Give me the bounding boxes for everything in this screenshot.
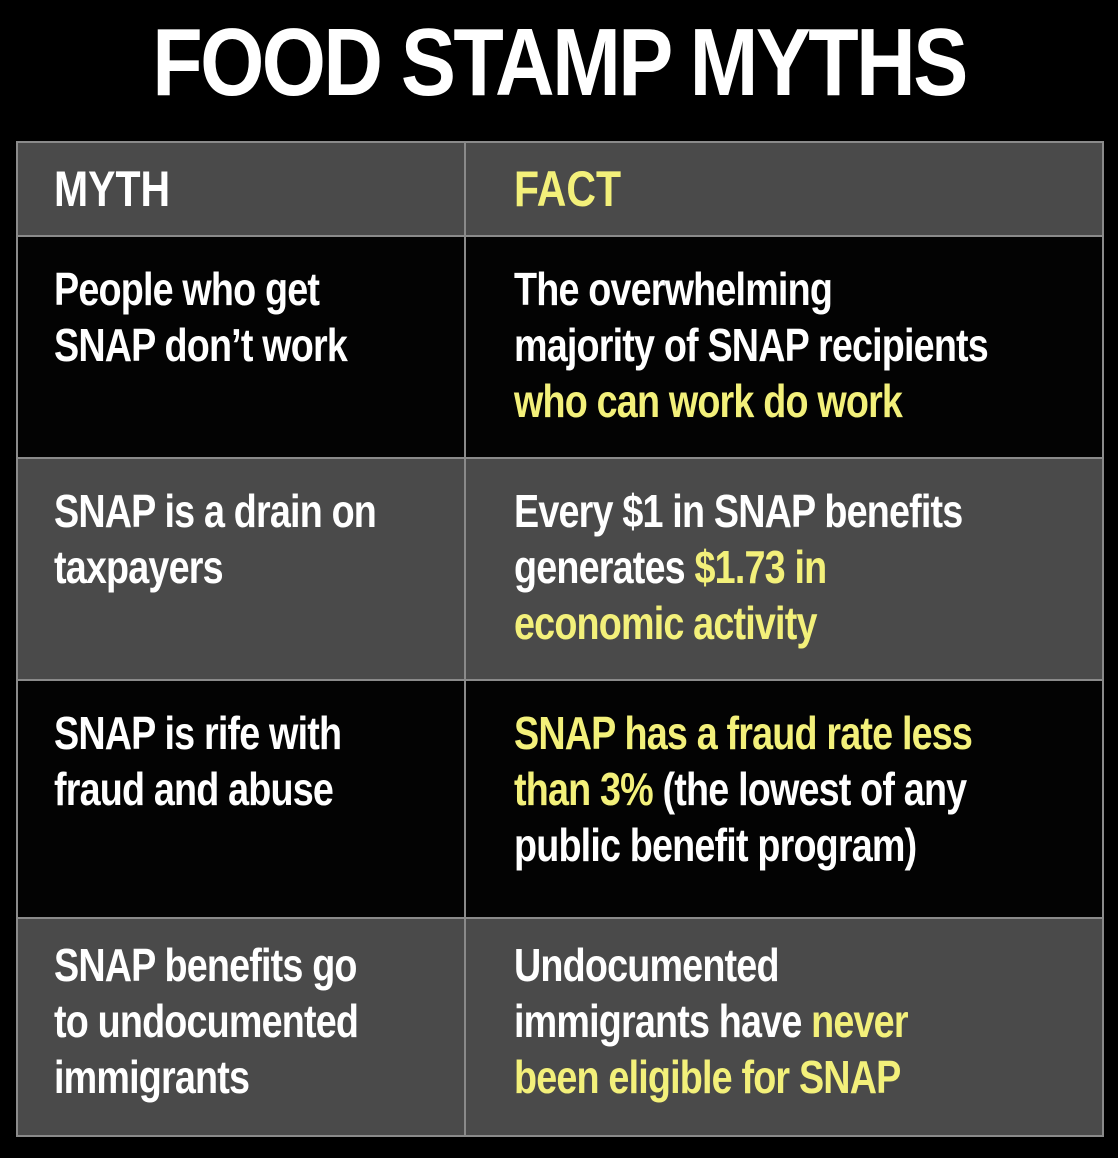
- highlight-text: never: [811, 995, 908, 1047]
- fact-cell: The overwhelming majority of SNAP recipi…: [466, 237, 1102, 457]
- text-line: immigrants: [54, 1051, 250, 1103]
- text-line: immigrants have never: [514, 993, 996, 1049]
- text-segment: immigrants have: [514, 995, 812, 1047]
- fact-text: Every $1 in SNAP benefits generates $1.7…: [514, 483, 996, 651]
- text-line: SNAP is a drain on: [54, 485, 377, 537]
- text-segment: generates: [514, 541, 695, 593]
- text-line: public benefit program): [514, 819, 917, 871]
- highlight-text: who can work do work: [514, 375, 903, 427]
- text-line: fraud and abuse: [54, 763, 334, 815]
- text-line: Undocumented: [514, 939, 780, 991]
- text-line: SNAP is rife with: [54, 707, 342, 759]
- table-row: SNAP benefits go to undocumented immigra…: [18, 917, 1102, 1135]
- highlight-text: than 3%: [514, 763, 654, 815]
- myth-text: People who get SNAP don’t work: [54, 261, 390, 373]
- fact-cell: SNAP has a fraud rate less than 3% (the …: [466, 681, 1102, 917]
- text-line: People who get: [54, 263, 320, 315]
- fact-text: SNAP has a fraud rate less than 3% (the …: [514, 705, 996, 873]
- text-line: to undocumented: [54, 995, 359, 1047]
- myth-column-header: MYTH: [18, 143, 466, 235]
- fact-cell: Every $1 in SNAP benefits generates $1.7…: [466, 459, 1102, 679]
- myth-header-label: MYTH: [54, 161, 171, 217]
- highlight-text: SNAP has a fraud rate less: [514, 707, 973, 759]
- table-header-row: MYTH FACT: [18, 143, 1102, 235]
- myth-cell: SNAP benefits go to undocumented immigra…: [18, 919, 466, 1135]
- highlight-text: been eligible for SNAP: [514, 1051, 901, 1103]
- fact-text: Undocumented immigrants have never been …: [514, 937, 996, 1105]
- myth-cell: People who get SNAP don’t work: [18, 237, 466, 457]
- myth-text: SNAP is rife with fraud and abuse: [54, 705, 390, 817]
- myth-fact-table: MYTH FACT People who get SNAP don’t work…: [16, 141, 1104, 1137]
- text-line: The overwhelming: [514, 263, 833, 315]
- myth-cell: SNAP is rife with fraud and abuse: [18, 681, 466, 917]
- myth-cell: SNAP is a drain on taxpayers: [18, 459, 466, 679]
- text-line: SNAP don’t work: [54, 319, 348, 371]
- highlight-text: $1.73 in: [694, 541, 828, 593]
- table-row: People who get SNAP don’t work The overw…: [18, 235, 1102, 457]
- fact-cell: Undocumented immigrants have never been …: [466, 919, 1102, 1135]
- text-line: Every $1 in SNAP benefits: [514, 485, 963, 537]
- fact-text: The overwhelming majority of SNAP recipi…: [514, 261, 996, 429]
- text-line: majority of SNAP recipients: [514, 319, 989, 371]
- myth-text: SNAP benefits go to undocumented immigra…: [54, 937, 390, 1105]
- page-title: FOOD STAMP MYTHS: [152, 9, 968, 116]
- table-row: SNAP is rife with fraud and abuse SNAP h…: [18, 679, 1102, 917]
- table-row: SNAP is a drain on taxpayers Every $1 in…: [18, 457, 1102, 679]
- text-line: generates $1.73 in: [514, 539, 996, 595]
- fact-column-header: FACT: [466, 143, 1102, 235]
- text-segment: (the lowest of any: [652, 763, 968, 815]
- myth-text: SNAP is a drain on taxpayers: [54, 483, 390, 595]
- fact-header-label: FACT: [514, 161, 622, 217]
- text-line: than 3% (the lowest of any: [514, 761, 996, 817]
- text-line: SNAP benefits go: [54, 939, 357, 991]
- text-line: taxpayers: [54, 541, 224, 593]
- highlight-text: economic activity: [514, 597, 817, 649]
